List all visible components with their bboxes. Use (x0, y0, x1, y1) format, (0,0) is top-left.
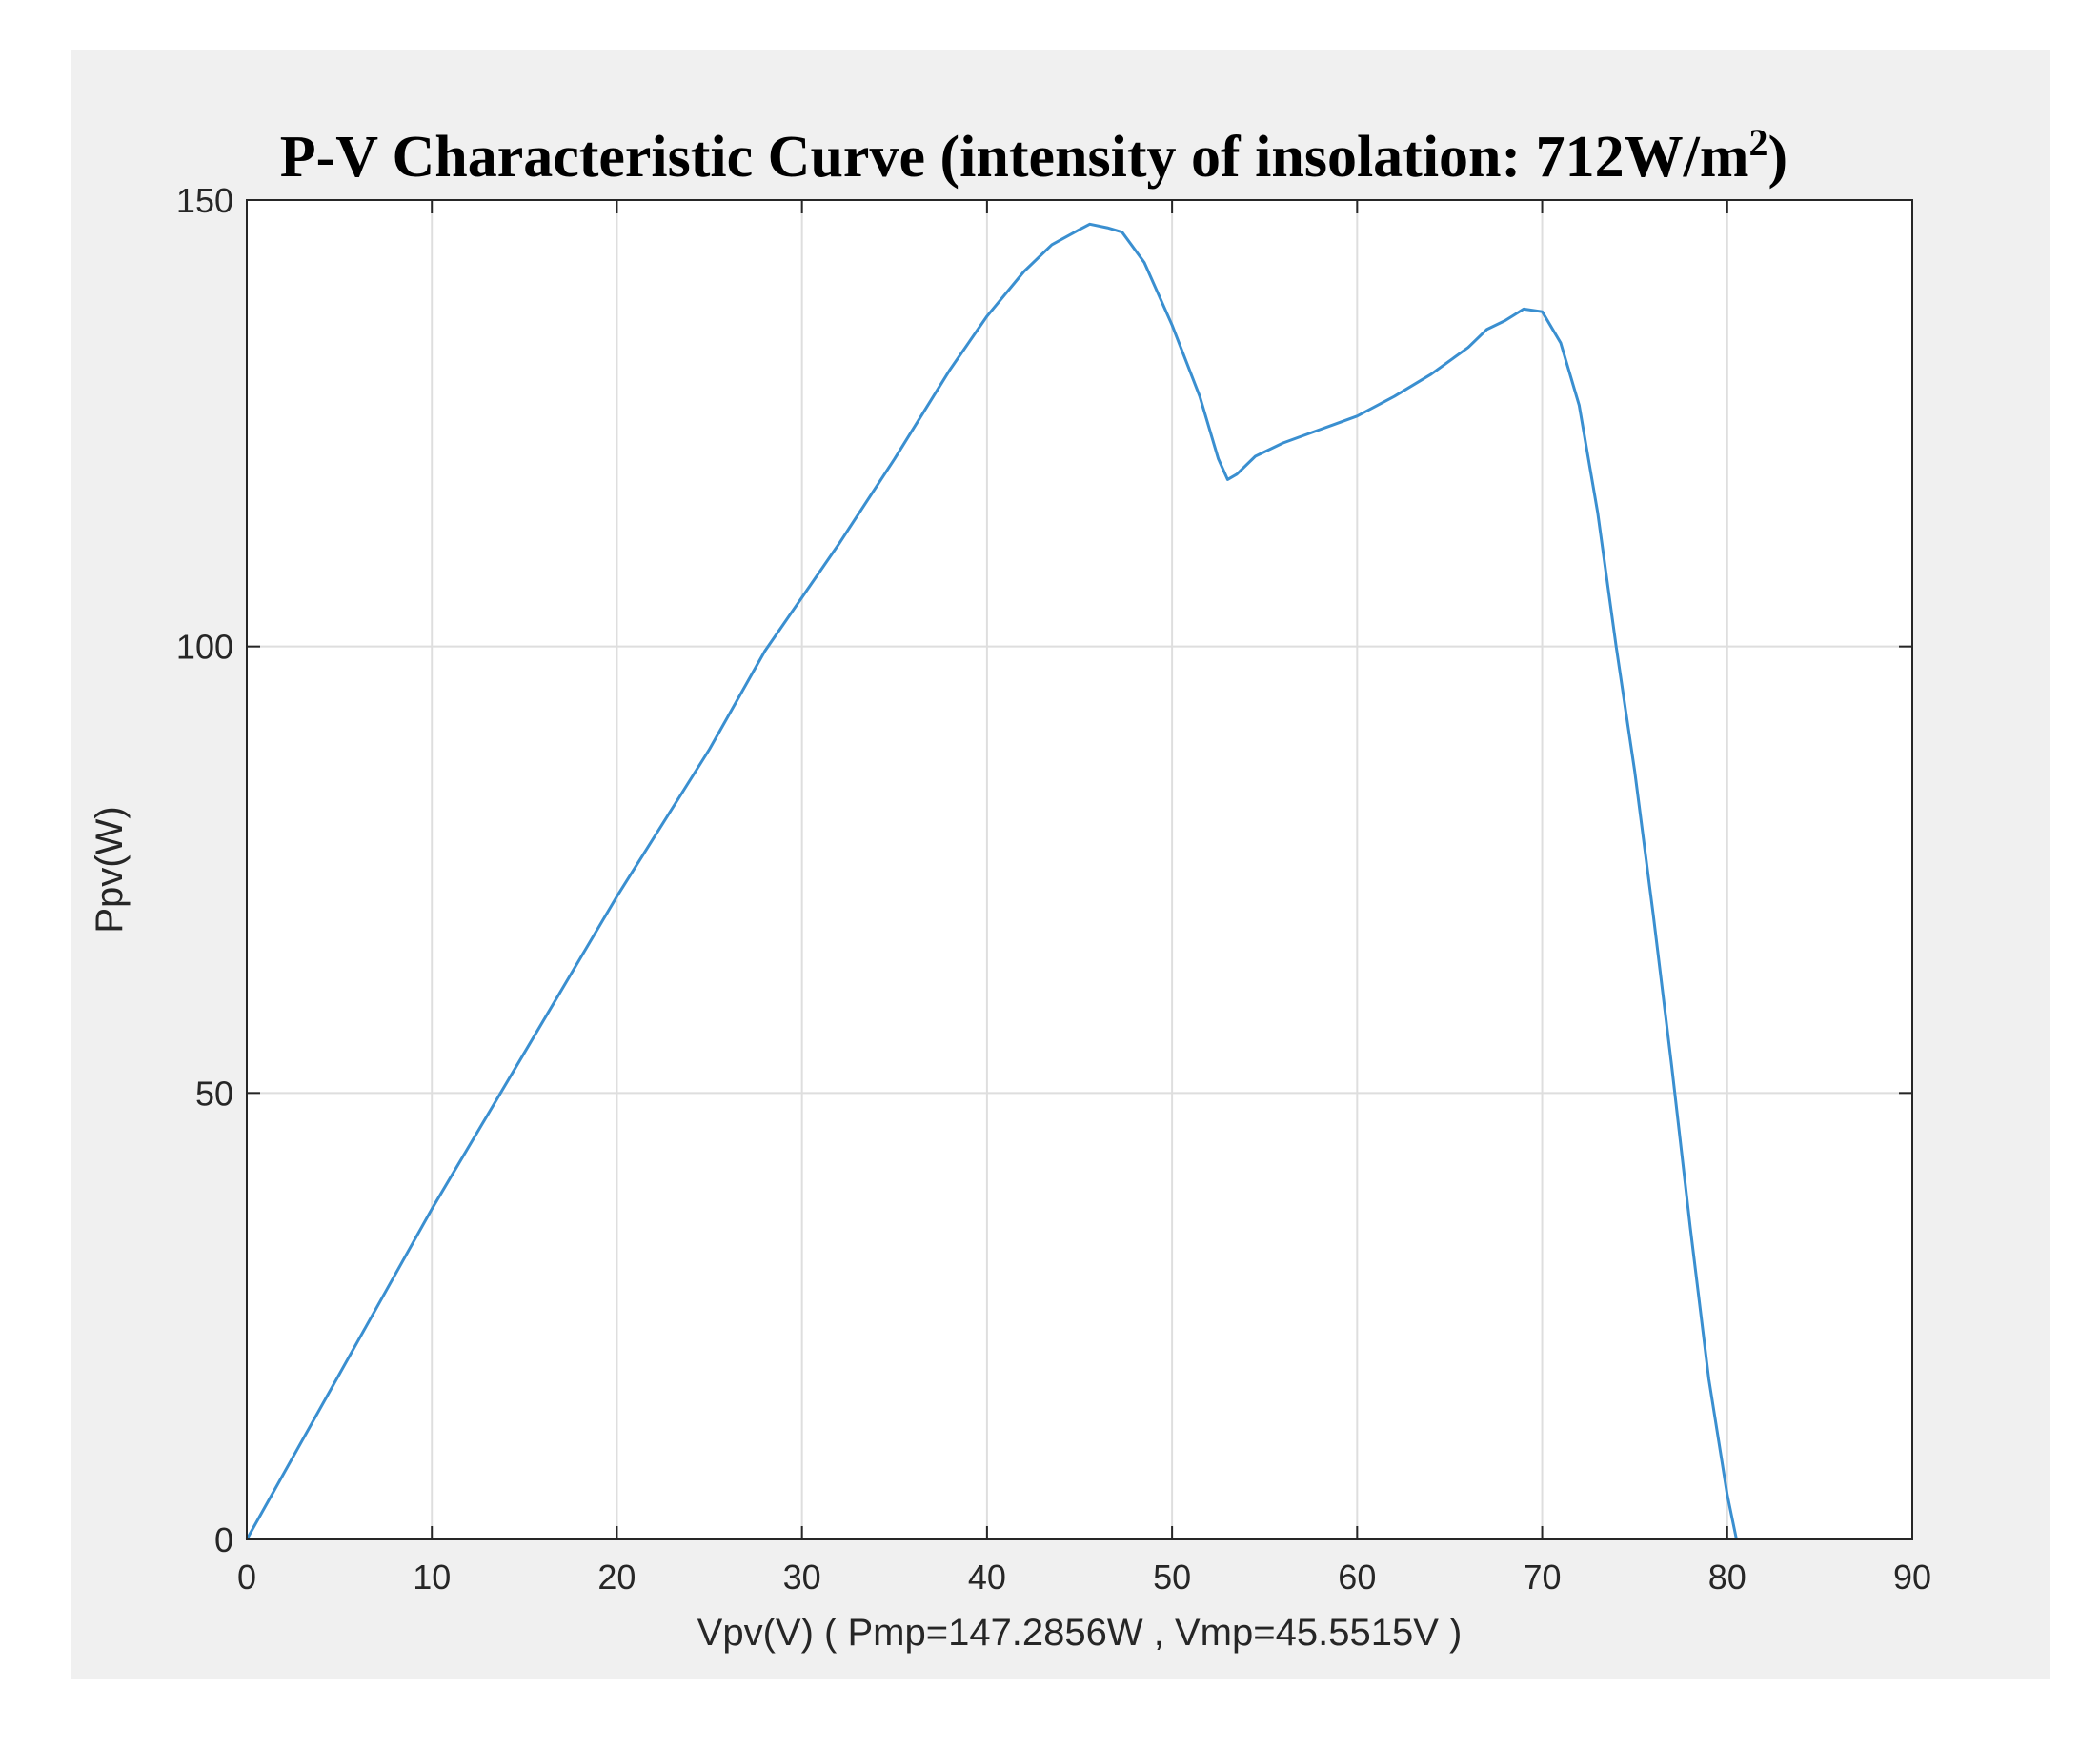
plot-area (247, 200, 1912, 1539)
chart-title-superscript: 2 (1749, 121, 1768, 164)
x-tick-label: 10 (413, 1558, 451, 1597)
x-axis-label: Vpv(V) ( Pmp=147.2856W , Vmp=45.5515V ) (697, 1612, 1463, 1654)
x-tick-label: 60 (1338, 1558, 1376, 1597)
y-tick-label: 150 (176, 181, 233, 220)
x-tick-label: 70 (1524, 1558, 1562, 1597)
x-tick-label: 50 (1153, 1558, 1191, 1597)
chart-title-end: ) (1768, 125, 1788, 190)
pv-curve-line (245, 222, 1738, 1540)
y-tick-labels: 0 50 100 150 (176, 181, 233, 1559)
y-tick-label: 100 (176, 628, 233, 667)
chart-title-main: P-V Characteristic Curve (intensity of i… (280, 125, 1749, 190)
x-tick-label: 30 (783, 1558, 821, 1597)
y-axis-label: Ppv(W) (89, 806, 131, 933)
x-tick-label: 90 (1893, 1558, 1931, 1597)
x-tick-label: 20 (597, 1558, 636, 1597)
grid-lines (247, 200, 1912, 1539)
y-tick-label: 50 (195, 1074, 233, 1113)
y-tick-label: 0 (214, 1520, 233, 1559)
x-tick-label: 80 (1708, 1558, 1747, 1597)
x-tick-label: 40 (968, 1558, 1006, 1597)
axes-frame (246, 199, 1913, 1540)
x-tick-label: 0 (237, 1558, 256, 1597)
chart-title: P-V Characteristic Curve (intensity of i… (280, 121, 1787, 190)
x-tick-labels: 0 10 20 30 40 50 60 70 80 90 (237, 1558, 1931, 1597)
